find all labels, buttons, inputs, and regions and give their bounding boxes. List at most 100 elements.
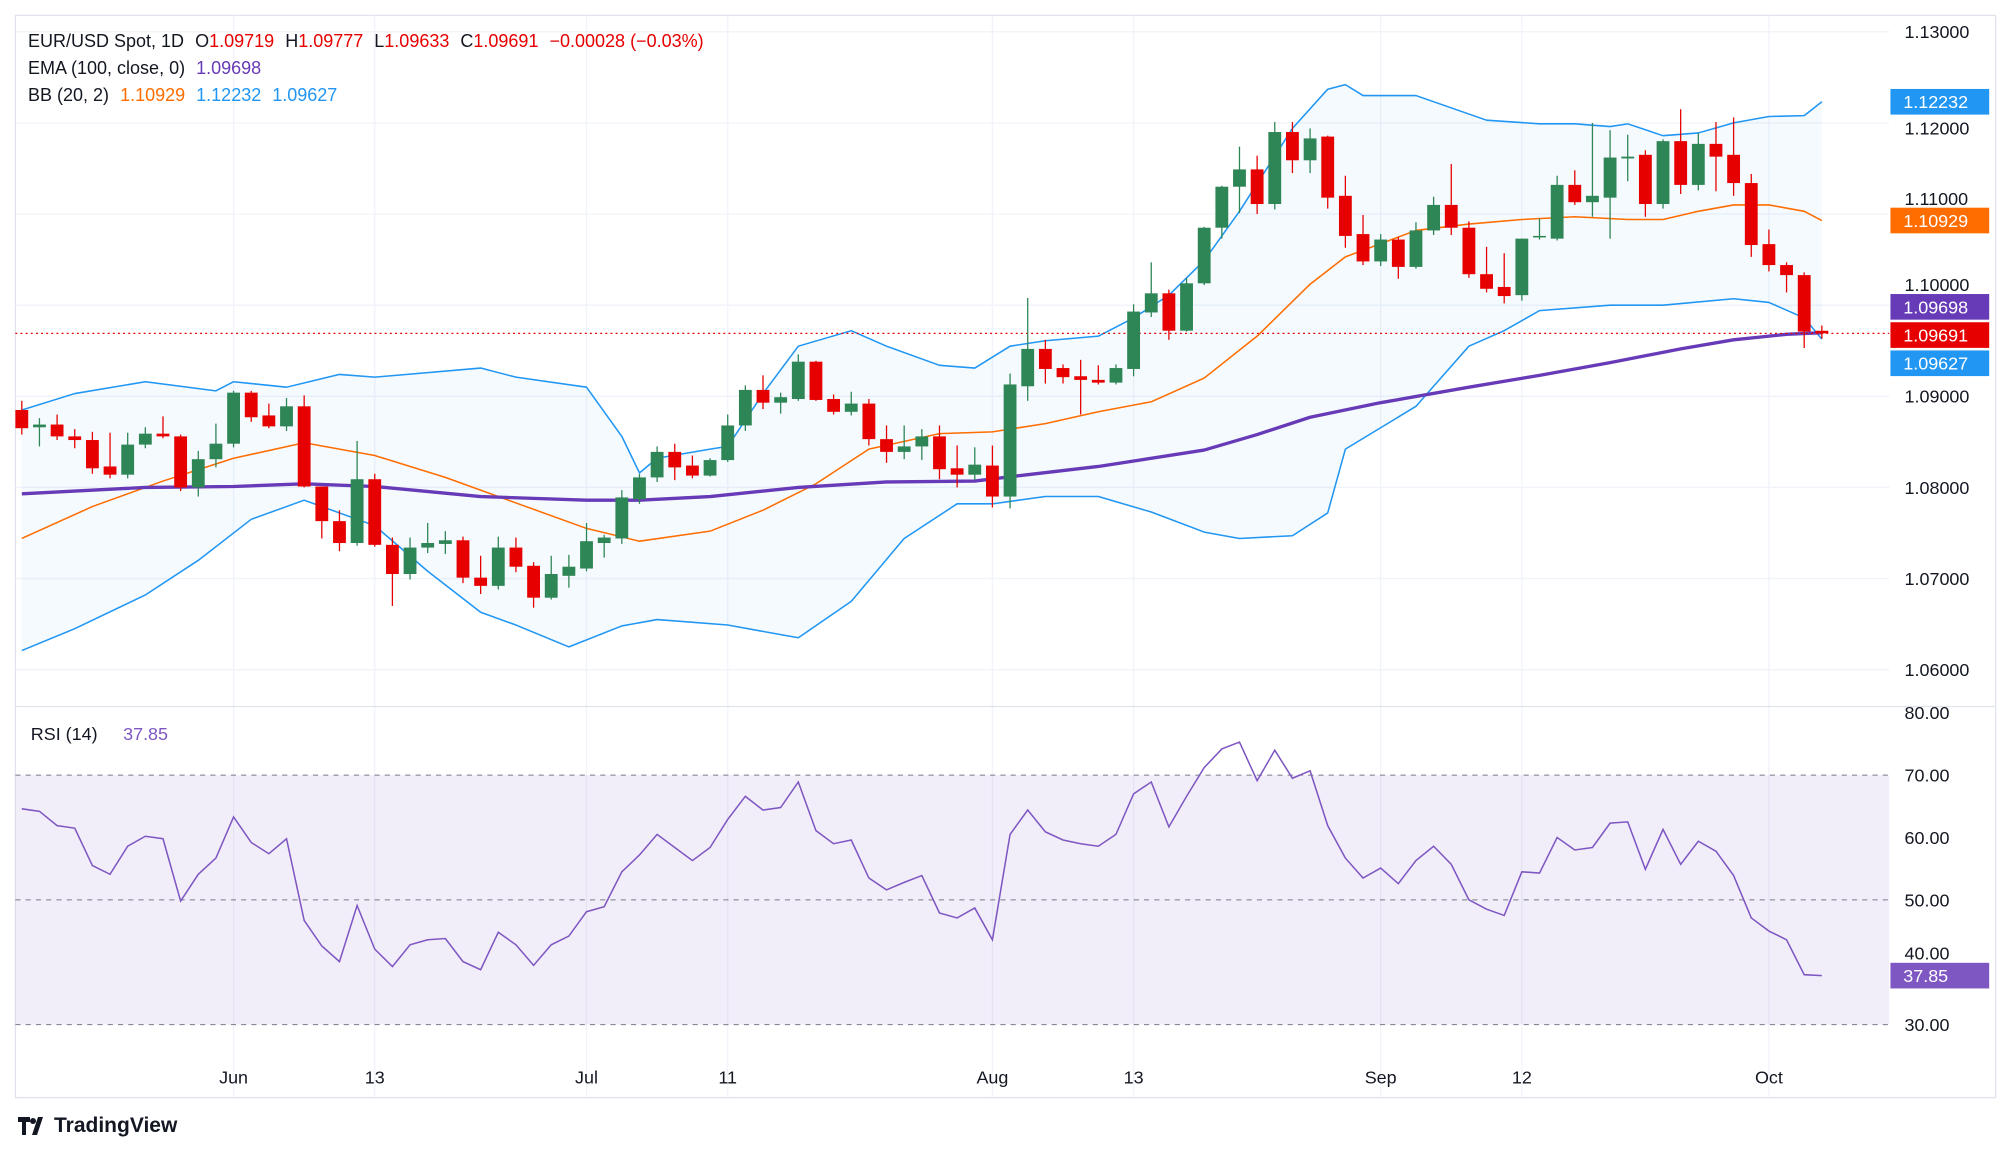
candle[interactable]	[774, 392, 788, 414]
candle[interactable]	[597, 534, 611, 558]
candle[interactable]	[191, 450, 205, 497]
candle[interactable]	[685, 455, 699, 479]
candle[interactable]	[1003, 373, 1017, 509]
candle[interactable]	[1250, 155, 1264, 215]
candle[interactable]	[1356, 214, 1370, 266]
tradingview-logo[interactable]: TradingView	[18, 1114, 177, 1138]
candle[interactable]	[244, 390, 258, 422]
candle[interactable]	[138, 427, 152, 449]
candle[interactable]	[50, 414, 64, 441]
candle[interactable]	[968, 447, 982, 481]
candle[interactable]	[1533, 218, 1546, 240]
candle[interactable]	[809, 360, 823, 401]
candle[interactable]	[703, 458, 717, 477]
candle[interactable]	[33, 418, 46, 447]
candle[interactable]	[915, 429, 929, 461]
candle[interactable]	[844, 391, 858, 416]
candle[interactable]	[456, 536, 470, 584]
candle[interactable]	[1127, 304, 1141, 377]
candle[interactable]	[474, 555, 488, 595]
candle[interactable]	[1233, 146, 1246, 214]
candle[interactable]	[385, 537, 399, 606]
candle[interactable]	[1091, 365, 1105, 385]
candle[interactable]	[1391, 236, 1405, 279]
candle[interactable]	[1691, 132, 1705, 191]
candle[interactable]	[85, 431, 99, 474]
candle[interactable]	[580, 522, 593, 572]
candle[interactable]	[897, 425, 911, 460]
candle[interactable]	[1568, 170, 1582, 205]
candle[interactable]	[1180, 277, 1193, 332]
candle[interactable]	[1621, 134, 1635, 182]
candle[interactable]	[509, 537, 523, 573]
rsi-pane[interactable]	[15, 741, 1890, 1026]
candle[interactable]	[986, 445, 999, 508]
candle[interactable]	[227, 390, 240, 448]
candle[interactable]	[121, 432, 135, 479]
candle[interactable]	[1303, 128, 1317, 174]
candle[interactable]	[1744, 173, 1758, 257]
price-axis[interactable]: 1.06000 1.07000 1.08000 1.09000 1.10000 1.110…	[1905, 22, 1970, 1035]
candle[interactable]	[403, 537, 417, 580]
candle[interactable]	[1497, 253, 1511, 304]
candle[interactable]	[1762, 229, 1776, 272]
candle[interactable]	[1215, 185, 1229, 239]
candle[interactable]	[650, 446, 664, 482]
candle[interactable]	[350, 440, 364, 546]
candle[interactable]	[1638, 150, 1652, 217]
candle[interactable]	[421, 522, 435, 554]
candle[interactable]	[1268, 122, 1282, 210]
candle[interactable]	[15, 400, 29, 435]
candle[interactable]	[1409, 222, 1423, 269]
candle[interactable]	[1480, 246, 1493, 293]
candle[interactable]	[1038, 339, 1052, 384]
candle[interactable]	[315, 486, 329, 539]
candle[interactable]	[1709, 122, 1723, 192]
candle[interactable]	[491, 536, 505, 590]
candle[interactable]	[1444, 163, 1458, 236]
candle[interactable]	[1056, 364, 1070, 384]
candle[interactable]	[950, 445, 964, 488]
candle[interactable]	[1674, 109, 1688, 194]
candle[interactable]	[1074, 359, 1088, 415]
candle[interactable]	[1162, 289, 1176, 340]
candle[interactable]	[1338, 175, 1352, 248]
candle[interactable]	[1144, 262, 1158, 318]
candle[interactable]	[1603, 130, 1617, 239]
candle[interactable]	[1109, 364, 1123, 385]
candle[interactable]	[756, 375, 770, 410]
candle[interactable]	[156, 416, 170, 439]
candle[interactable]	[103, 432, 117, 479]
candle[interactable]	[1427, 196, 1441, 236]
candle[interactable]	[280, 398, 293, 431]
candle[interactable]	[721, 414, 735, 462]
candle[interactable]	[1780, 262, 1793, 293]
candle[interactable]	[1321, 135, 1335, 209]
candle[interactable]	[933, 425, 946, 480]
candle[interactable]	[68, 429, 82, 449]
candle[interactable]	[880, 425, 893, 463]
candle[interactable]	[297, 395, 311, 488]
price-pane[interactable]	[15, 83, 1890, 652]
candle[interactable]	[668, 443, 682, 481]
candle[interactable]	[1550, 175, 1564, 241]
candle[interactable]	[738, 385, 752, 431]
candle[interactable]	[209, 423, 223, 468]
candle[interactable]	[544, 555, 558, 600]
candle[interactable]	[1462, 221, 1476, 278]
candle[interactable]	[1374, 234, 1388, 266]
candle[interactable]	[262, 403, 276, 429]
candle[interactable]	[633, 473, 646, 504]
candle[interactable]	[1197, 226, 1211, 286]
candle[interactable]	[1286, 122, 1299, 174]
candle[interactable]	[174, 434, 188, 492]
candle[interactable]	[827, 394, 841, 415]
candle[interactable]	[1656, 139, 1670, 209]
candle[interactable]	[791, 354, 805, 401]
candle[interactable]	[1797, 272, 1811, 349]
candle[interactable]	[368, 473, 382, 547]
candle[interactable]	[333, 510, 346, 552]
candle[interactable]	[1815, 325, 1829, 339]
time-axis[interactable]: Jun 13 Jul 11 Aug 13 Sep 12 Oct	[219, 1067, 1783, 1087]
